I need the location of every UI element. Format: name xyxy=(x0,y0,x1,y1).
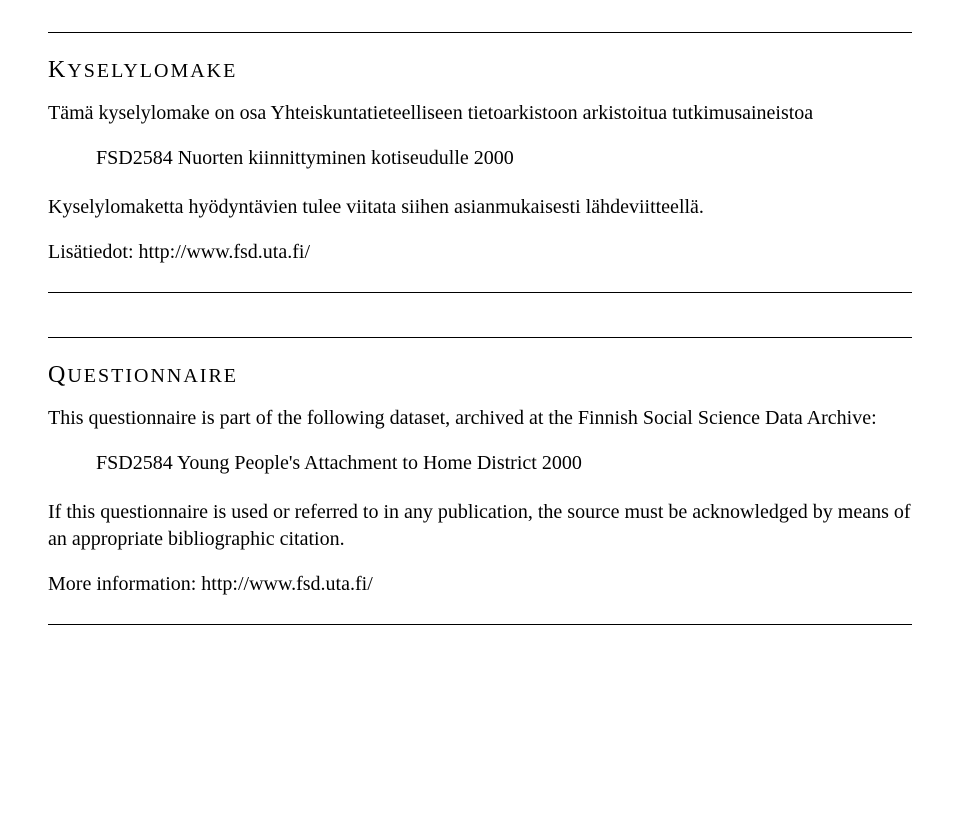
finnish-intro: Tämä kyselylomake on osa Yhteiskuntatiet… xyxy=(48,100,912,127)
english-intro: This questionnaire is part of the follow… xyxy=(48,405,912,432)
heading-rest: YSELYLOMAKE xyxy=(67,60,237,82)
english-top-rule xyxy=(48,337,912,338)
top-rule xyxy=(48,32,912,33)
bottom-rule xyxy=(48,624,912,625)
english-heading: QUESTIONNAIRE xyxy=(48,362,912,389)
finnish-moreinfo: Lisätiedot: http://www.fsd.uta.fi/ xyxy=(48,239,912,266)
heading-rest: UESTIONNAIRE xyxy=(67,365,238,387)
english-moreinfo: More information: http://www.fsd.uta.fi/ xyxy=(48,571,912,598)
english-dataset: FSD2584 Young People's Attachment to Hom… xyxy=(96,450,912,477)
finnish-dataset: FSD2584 Nuorten kiinnittyminen kotiseudu… xyxy=(96,145,912,172)
finnish-cite: Kyselylomaketta hyödyntävien tulee viita… xyxy=(48,194,912,221)
heading-first-letter: K xyxy=(48,57,67,83)
english-cite: If this questionnaire is used or referre… xyxy=(48,499,912,553)
finnish-heading: KYSELYLOMAKE xyxy=(48,57,912,84)
heading-first-letter: Q xyxy=(48,362,67,388)
